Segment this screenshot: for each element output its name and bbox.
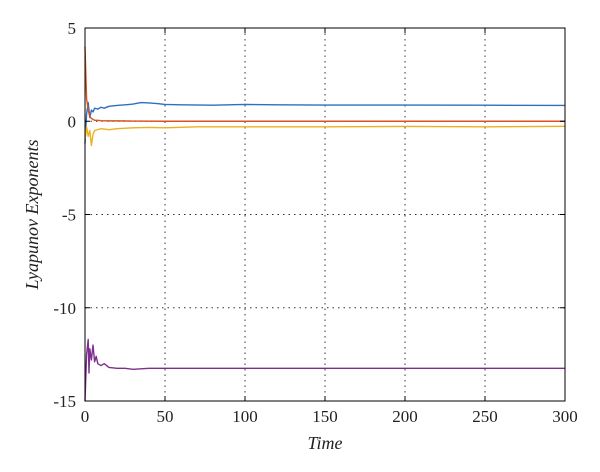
x-tick-label: 100 xyxy=(232,407,258,426)
series-line-3 xyxy=(84,125,566,147)
y-tick-label: 0 xyxy=(68,112,77,131)
x-tick-label: 300 xyxy=(552,407,578,426)
y-tick-label: 5 xyxy=(68,19,77,38)
x-axis-title: Time xyxy=(307,433,342,453)
y-tick-label: -15 xyxy=(53,392,76,411)
x-tick-label: 200 xyxy=(392,407,418,426)
series-group xyxy=(84,46,566,402)
grid xyxy=(85,28,565,401)
y-tick-label: -5 xyxy=(62,206,76,225)
y-tick-label: -10 xyxy=(53,299,76,318)
y-axis-title: Lyapunov Exponents xyxy=(22,140,42,291)
x-tick-label: 150 xyxy=(312,407,338,426)
x-tick-label: 50 xyxy=(157,407,174,426)
series-line-4 xyxy=(84,338,565,402)
x-tick-label: 0 xyxy=(81,407,90,426)
x-tick-label: 250 xyxy=(472,407,498,426)
series-line-2 xyxy=(84,46,565,122)
series-line-1 xyxy=(84,101,566,144)
